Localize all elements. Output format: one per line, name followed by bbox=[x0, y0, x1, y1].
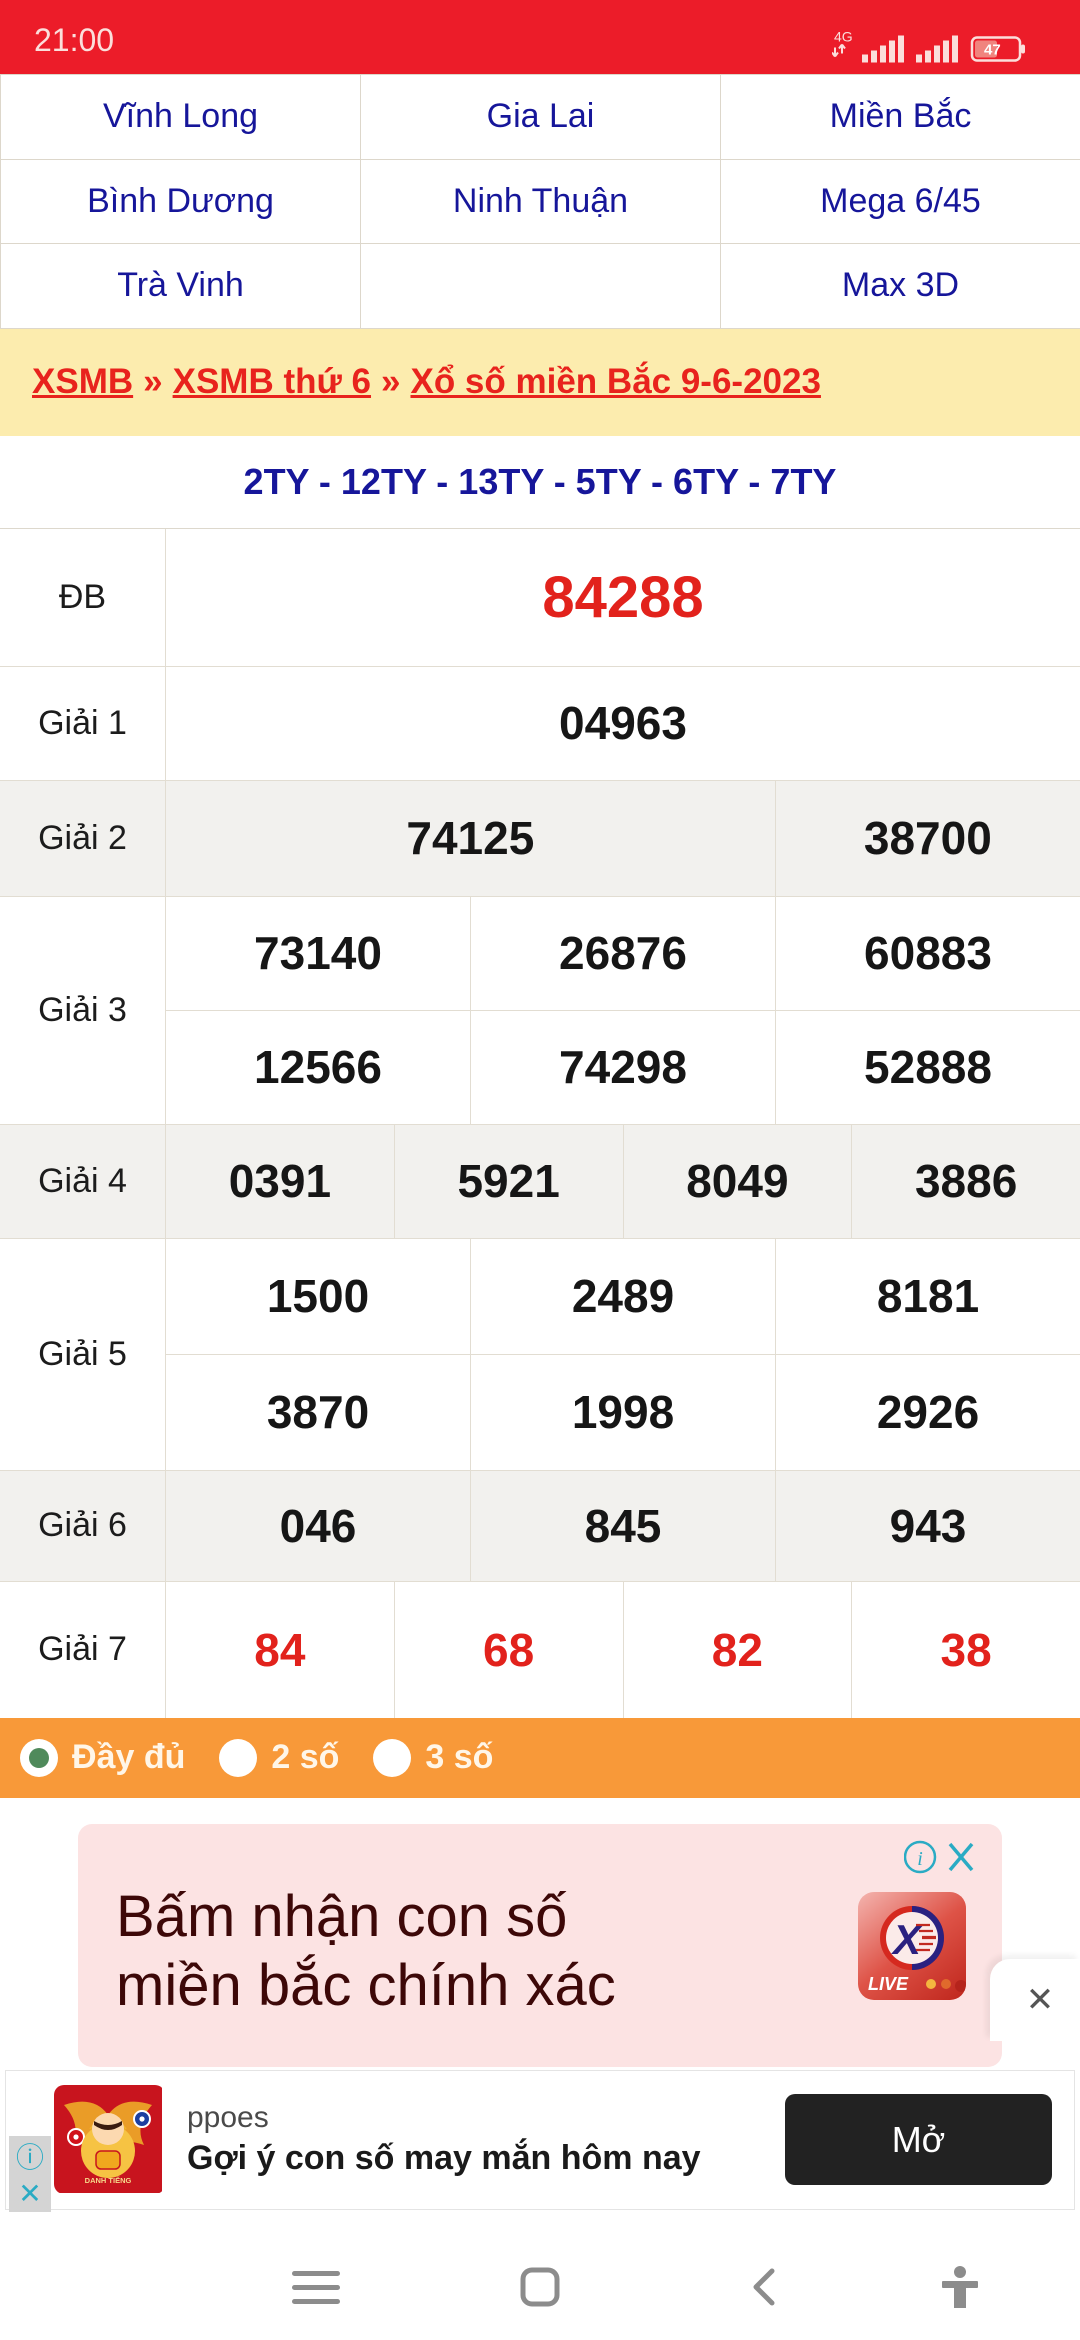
svg-text:47: 47 bbox=[984, 42, 1001, 59]
svg-text:DANH TIẾNG: DANH TIẾNG bbox=[85, 2175, 132, 2185]
svg-text:i: i bbox=[917, 1848, 923, 1870]
svg-text:X: X bbox=[891, 1916, 924, 1963]
svg-text:4G: 4G bbox=[834, 29, 853, 45]
svg-text:LIVE: LIVE bbox=[868, 1974, 909, 1994]
